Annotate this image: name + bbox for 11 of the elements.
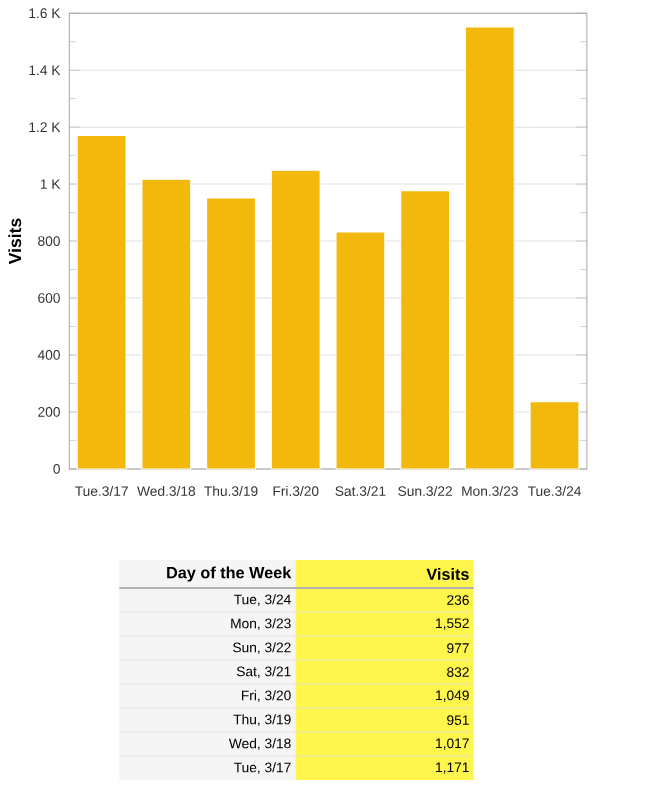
y-axis-title: Visits	[8, 218, 22, 265]
bar	[400, 190, 451, 470]
bar	[141, 178, 192, 470]
bar	[206, 197, 256, 470]
text: Day of the Week	[167, 566, 292, 582]
bar	[270, 169, 321, 470]
bar	[76, 134, 127, 470]
text: Visits	[426, 568, 469, 580]
bar	[529, 401, 580, 470]
bar	[464, 26, 515, 470]
bar	[335, 231, 386, 470]
